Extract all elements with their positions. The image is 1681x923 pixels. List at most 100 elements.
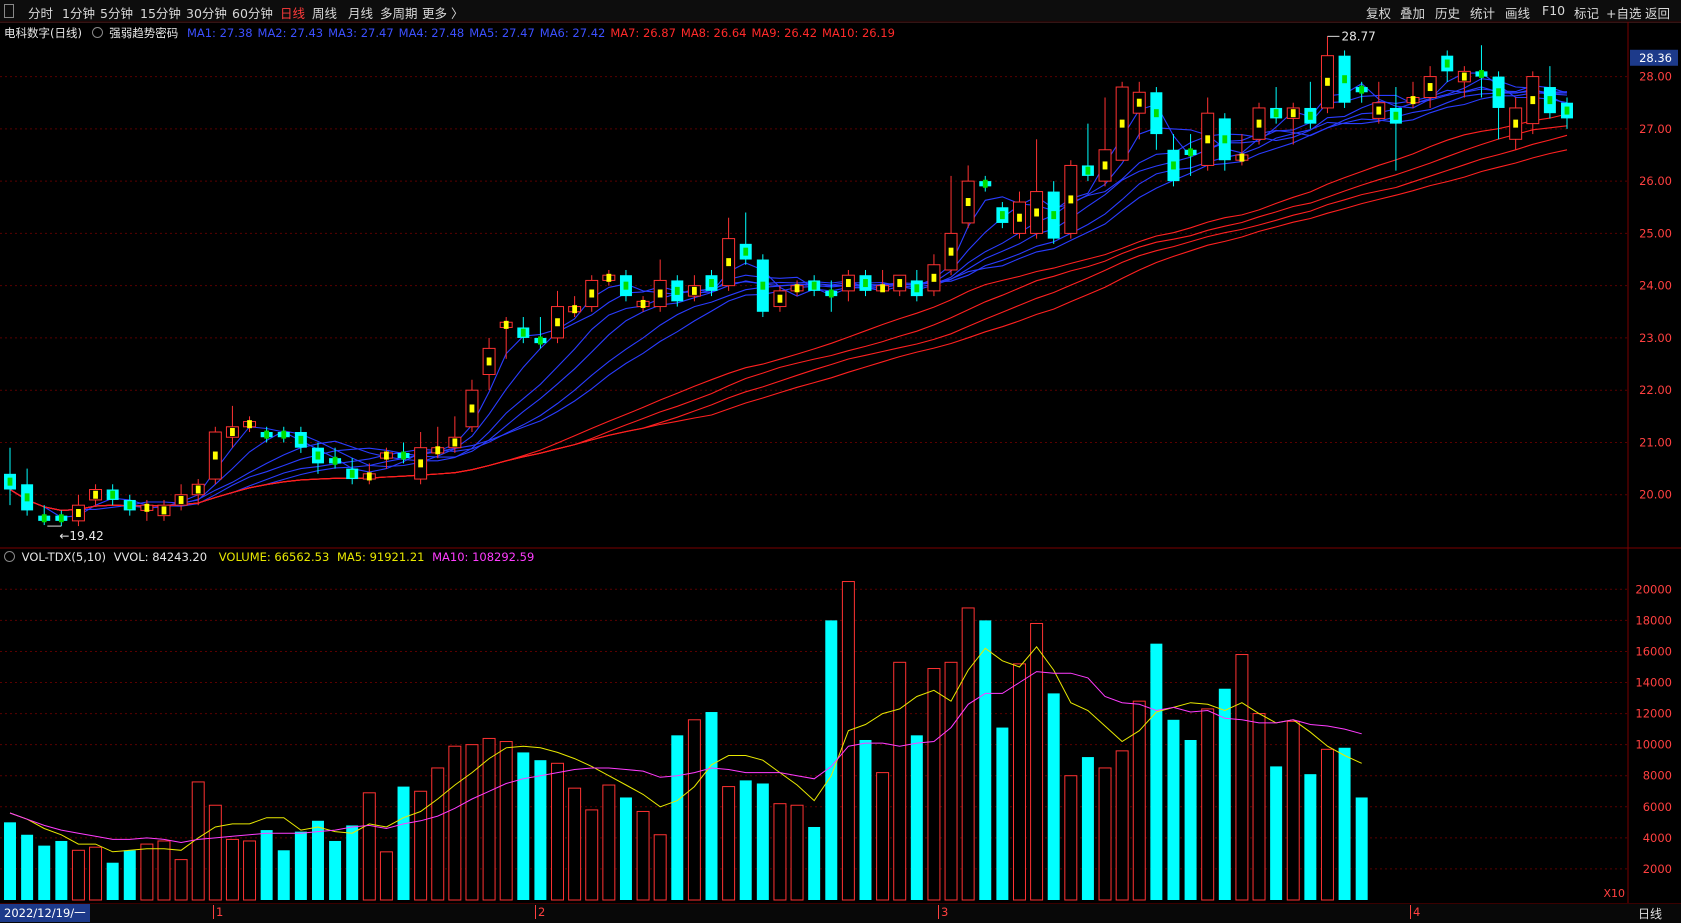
vol-indicator-name[interactable]: VOL-TDX(5,10) [21,550,107,564]
candle-body [499,321,513,328]
volume-bar [517,752,530,900]
candle-body [1475,71,1488,77]
volume-bar [277,850,290,900]
trend-marker [1393,111,1399,120]
candle-body [1098,149,1112,182]
candle-body [329,458,342,464]
toolbar-button-2[interactable]: 历史 [1435,6,1461,21]
volume-bar [397,786,410,900]
candle-body [1081,165,1094,176]
candle-body [38,515,51,521]
ma-label-3: MA3: 27.47 [328,26,394,40]
trend-marker [726,258,732,267]
toolbar-button-3[interactable]: 统计 [1470,6,1496,21]
trend-marker [469,404,475,413]
period-tab-4[interactable]: 30分钟 [186,6,227,21]
candle-body [465,389,479,428]
indicator-name[interactable]: 强弱趋势密码 [109,26,179,40]
trend-marker [1547,96,1553,105]
volume-bar [1064,775,1078,901]
volume-bar [1081,757,1094,900]
volume-bar [653,834,667,901]
trend-marker [845,279,851,288]
candle-body [1389,107,1402,124]
ma-line-1 [9,72,1568,518]
stock-name: 电科数字(日线) [4,26,82,40]
candle-body [71,504,85,522]
candle-body [859,275,872,291]
candle-body [1252,107,1266,140]
indicator-settings-icon[interactable] [91,27,103,38]
price-tick-label: 23.00 [1639,331,1672,345]
volume-bar [191,781,205,901]
period-tab-1[interactable]: 1分钟 [62,6,95,21]
candle-body [996,207,1009,223]
trend-marker [743,247,749,256]
trend-marker [863,279,868,288]
period-tab-10[interactable]: 更多 〉 [422,6,464,21]
period-tab-2[interactable]: 5分钟 [100,6,133,21]
candle-body [602,274,616,281]
trend-marker [914,284,920,293]
trend-marker [1325,77,1330,86]
trend-marker [1085,166,1091,175]
volume-bar [927,668,941,901]
price-tick-label: 28.00 [1639,70,1672,84]
toolbar-button-4[interactable]: 画线 [1505,6,1531,21]
trend-marker [1410,96,1416,105]
volume-bar [1030,622,1044,901]
toolbar-button-8[interactable]: 返回 [1645,6,1671,21]
candle-body [517,327,530,338]
candle-body [1423,76,1437,98]
volume-bar [106,862,119,900]
period-tab-5[interactable]: 60分钟 [232,6,273,21]
panel-toggle-icon[interactable] [4,4,14,18]
volume-tick-label: 8000 [1643,769,1672,783]
volume-settings-icon[interactable] [4,551,15,562]
volume-ma10-line [9,671,1362,844]
period-tab-9[interactable]: 多周期 [380,6,418,21]
trend-marker [1068,195,1074,204]
period-tab-0[interactable]: 分时 [28,6,54,21]
toolbar-button-5[interactable]: F10 [1542,3,1566,18]
candle-body [1047,191,1060,239]
candle-body [756,259,769,312]
trend-marker [212,451,218,460]
candle-body [106,489,119,500]
trend-marker [572,305,578,314]
candle-body [568,306,582,313]
toolbar-button-7[interactable]: +自选 [1606,6,1642,21]
volume-bar [1235,654,1249,901]
trend-marker [948,247,954,256]
trend-marker [897,279,903,288]
toolbar-button-0[interactable]: 复权 [1366,6,1392,21]
trend-marker [298,435,304,444]
candle-body [1526,76,1540,125]
volume-bar [585,809,599,901]
trend-marker [1153,109,1159,118]
period-tab-3[interactable]: 15分钟 [140,6,181,21]
volume-tick-label: 4000 [1643,831,1672,845]
trend-marker [1102,161,1108,170]
candle-body [243,421,257,428]
price-tick-label: 20.00 [1639,488,1672,502]
candle-body [876,285,890,292]
candle-body [671,280,684,302]
period-tab-8[interactable]: 月线 [348,6,374,21]
toolbar-button-1[interactable]: 叠加 [1400,6,1426,21]
volume-bar [602,784,616,901]
ma-labels: MA1: 27.38 MA2: 27.43 MA3: 27.47 MA4: 27.48… [182,26,895,40]
candle-body [225,426,239,438]
volume-bar [756,783,769,900]
ma-label-2: MA2: 27.43 [257,26,324,40]
toolbar-button-6[interactable]: 标记 [1574,6,1600,21]
trend-marker [640,299,646,308]
period-tab-6[interactable]: 日线 [280,6,306,21]
month-mark-3: 3 [938,905,948,919]
trend-marker [1273,109,1279,118]
period-tab-7[interactable]: 周线 [312,6,338,21]
candle-body [89,489,103,501]
candle-body [653,279,667,308]
trend-marker [709,279,714,288]
